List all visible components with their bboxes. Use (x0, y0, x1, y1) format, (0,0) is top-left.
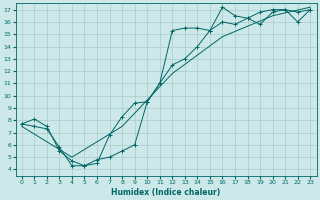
X-axis label: Humidex (Indice chaleur): Humidex (Indice chaleur) (111, 188, 221, 197)
